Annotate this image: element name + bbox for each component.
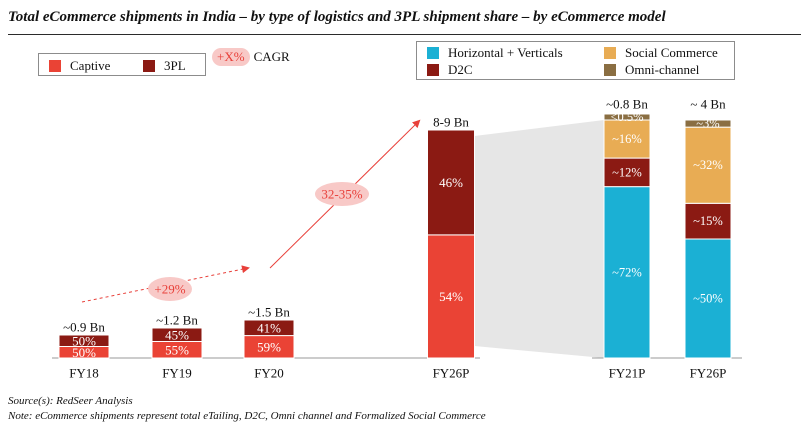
total-label-fy20: ~1.5 Bn (248, 305, 290, 320)
bar-d2c-fy26p-share (684, 202, 732, 240)
bar-label-captive-fy20: 59% (257, 339, 281, 354)
title-divider (8, 34, 801, 35)
cagr-symbol: +X% (212, 48, 250, 66)
bar-label-captive-fy26p: 54% (439, 289, 463, 304)
total-label-fy26p-share: ~ 4 Bn (690, 97, 726, 112)
legend-item-social-commerce: Social Commerce (604, 45, 718, 61)
footnotes: Source(s): RedSeer Analysis Note: eComme… (8, 394, 486, 424)
legend-swatch-3pl (143, 60, 155, 72)
total-label-fy21p-share: ~0.8 Bn (606, 97, 648, 112)
legend-item-horizontal-verticals: Horizontal + Verticals (427, 45, 563, 61)
bar-label-d2c-fy26p-share: ~15% (693, 214, 723, 228)
x-tick-fy18: FY18 (69, 366, 99, 381)
bar-label-d2c-fy21p-share: ~12% (612, 165, 642, 179)
bar-omni-channel-fy26p-share (684, 119, 732, 128)
total-label-fy26p: 8-9 Bn (433, 115, 469, 130)
bar-label-3pl-fy20: 41% (257, 320, 281, 335)
legend-label-social-commerce: Social Commerce (625, 45, 718, 60)
zoom-wedge (474, 120, 604, 358)
cagr-label-fy18-fy20: +29% (154, 282, 185, 297)
total-label-fy19: ~1.2 Bn (156, 313, 198, 328)
legend-item-omni-channel: Omni-channel (604, 62, 699, 78)
bar-captive-fy26p (427, 234, 475, 359)
legend-item-d2c: D2C (427, 62, 473, 78)
bar-label-3pl-fy19: 45% (165, 327, 189, 342)
x-tick-fy26p-share: FY26P (690, 366, 727, 381)
bar-d2c-fy21p-share (603, 157, 651, 188)
x-tick-fy19: FY19 (162, 366, 192, 381)
bar-label-social-commerce-fy26p-share: ~32% (693, 158, 723, 172)
bar-horizontal-verticals-fy26p-share (684, 238, 732, 359)
bar-3pl-fy20 (243, 319, 295, 337)
chart-title: Total eCommerce shipments in India – by … (8, 9, 666, 25)
methodology-note: Note: eCommerce shipments represent tota… (8, 410, 486, 422)
legend-swatch-horizontal-verticals (427, 47, 439, 59)
bar-3pl-fy26p (427, 129, 475, 236)
legend-swatch-d2c (427, 64, 439, 76)
legend-swatch-captive (49, 60, 61, 72)
bar-label-horizontal-verticals-fy26p-share: ~50% (693, 292, 723, 306)
legend-item-captive: Captive (49, 58, 110, 74)
bar-social-commerce-fy26p-share (684, 126, 732, 204)
cagr-label: CAGR (253, 49, 290, 64)
bar-label-captive-fy18: 50% (72, 345, 96, 360)
legend-label-omni-channel: Omni-channel (625, 62, 700, 77)
bar-label-omni-channel-fy26p-share: ~3% (696, 117, 719, 131)
bar-label-3pl-fy26p: 46% (439, 175, 463, 190)
bar-label-omni-channel-fy21p-share: <0.5% (610, 110, 643, 124)
bar-label-3pl-fy18: 50% (72, 333, 96, 348)
x-tick-fy21p-share: FY21P (609, 366, 646, 381)
bar-3pl-fy19 (151, 327, 203, 342)
legend-label-horizontal-verticals: Horizontal + Verticals (448, 45, 563, 60)
legend-models: Horizontal + Verticals Social Commerce D… (416, 41, 735, 80)
source-note: Source(s): RedSeer Analysis (8, 395, 133, 407)
bar-horizontal-verticals-fy21p-share (603, 186, 651, 359)
x-tick-fy26p: FY26P (433, 366, 470, 381)
legend-label-3pl: 3PL (164, 58, 186, 73)
legend-swatch-social-commerce (604, 47, 616, 59)
bar-3pl-fy18 (58, 334, 110, 347)
legend-label-d2c: D2C (448, 62, 473, 77)
bar-omni-channel-fy21p-share (603, 113, 651, 121)
cagr-pill-fy20-fy26 (315, 182, 369, 206)
bar-label-social-commerce-fy21p-share: ~16% (612, 132, 642, 146)
legend-cagr: +X% CAGR (212, 48, 290, 66)
bar-label-horizontal-verticals-fy21p-share: ~72% (612, 265, 642, 279)
legend-item-3pl: 3PL (143, 58, 186, 74)
total-label-fy18: ~0.9 Bn (63, 320, 105, 335)
x-tick-fy20: FY20 (254, 366, 284, 381)
legend-logistics: Captive 3PL (38, 53, 206, 76)
legend-swatch-omni-channel (604, 64, 616, 76)
cagr-pill-fy18-fy20 (148, 277, 192, 301)
cagr-label-fy20-fy26: 32-35% (321, 187, 362, 202)
legend-label-captive: Captive (70, 58, 111, 73)
bar-label-captive-fy19: 55% (165, 342, 189, 357)
